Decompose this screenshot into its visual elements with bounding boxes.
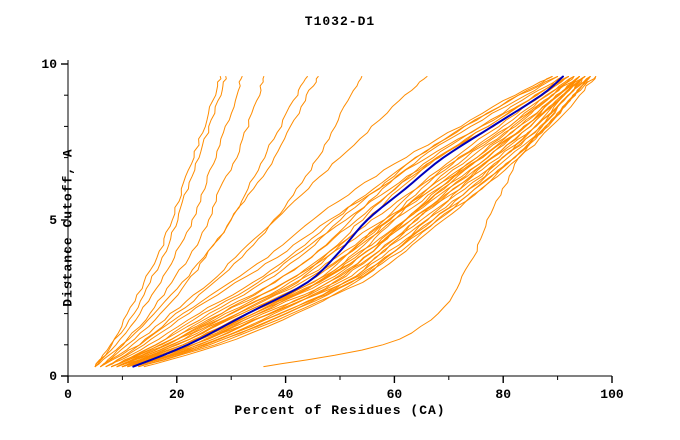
highlighted-model-curve — [132, 75, 564, 368]
model-curve — [121, 76, 586, 368]
model-curve — [100, 76, 265, 368]
y-tick-label: 5 — [49, 213, 57, 228]
model-curve — [111, 76, 580, 368]
model-curve — [94, 76, 319, 368]
model-curve — [100, 76, 428, 368]
model-curve — [105, 76, 564, 368]
x-tick-label: 20 — [169, 387, 185, 402]
model-curve — [105, 76, 559, 368]
model-curve — [127, 76, 586, 368]
x-tick-label: 60 — [387, 387, 403, 402]
model-curve — [94, 76, 243, 368]
model-curve — [127, 76, 580, 368]
model-curve — [127, 76, 586, 368]
model-curve — [116, 76, 575, 368]
x-axis-label: Percent of Residues (CA) — [234, 403, 446, 418]
model-curve — [111, 76, 569, 368]
model-curve — [121, 76, 580, 368]
y-tick-label: 10 — [41, 57, 57, 72]
y-tick-label: 0 — [49, 369, 57, 384]
model-curve — [121, 76, 586, 368]
x-tick-label: 0 — [64, 387, 72, 402]
model-curve — [111, 76, 580, 368]
model-curve — [100, 76, 553, 368]
model-curve — [116, 76, 580, 368]
model-curve — [121, 76, 597, 368]
x-tick-label: 40 — [278, 387, 294, 402]
chart-title: T1032-D1 — [304, 14, 376, 29]
model-curve — [94, 76, 222, 368]
model-curve — [116, 76, 559, 368]
model-curve — [111, 76, 569, 368]
x-tick-label: 100 — [600, 387, 624, 402]
model-curve — [94, 76, 227, 368]
model-curve — [132, 76, 591, 368]
model-curve — [105, 76, 363, 368]
x-tick-label: 80 — [495, 387, 511, 402]
model-curve — [116, 76, 564, 368]
